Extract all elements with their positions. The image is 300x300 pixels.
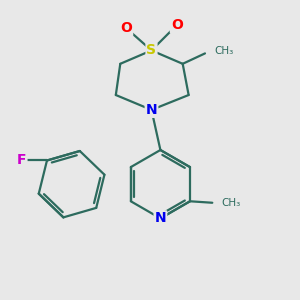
Text: N: N: [146, 103, 157, 117]
Text: S: S: [146, 44, 157, 57]
Text: CH₃: CH₃: [214, 46, 234, 56]
Text: CH₃: CH₃: [222, 198, 241, 208]
Text: F: F: [17, 154, 26, 167]
Text: O: O: [171, 18, 183, 32]
Text: N: N: [154, 212, 166, 225]
Text: O: O: [120, 21, 132, 35]
